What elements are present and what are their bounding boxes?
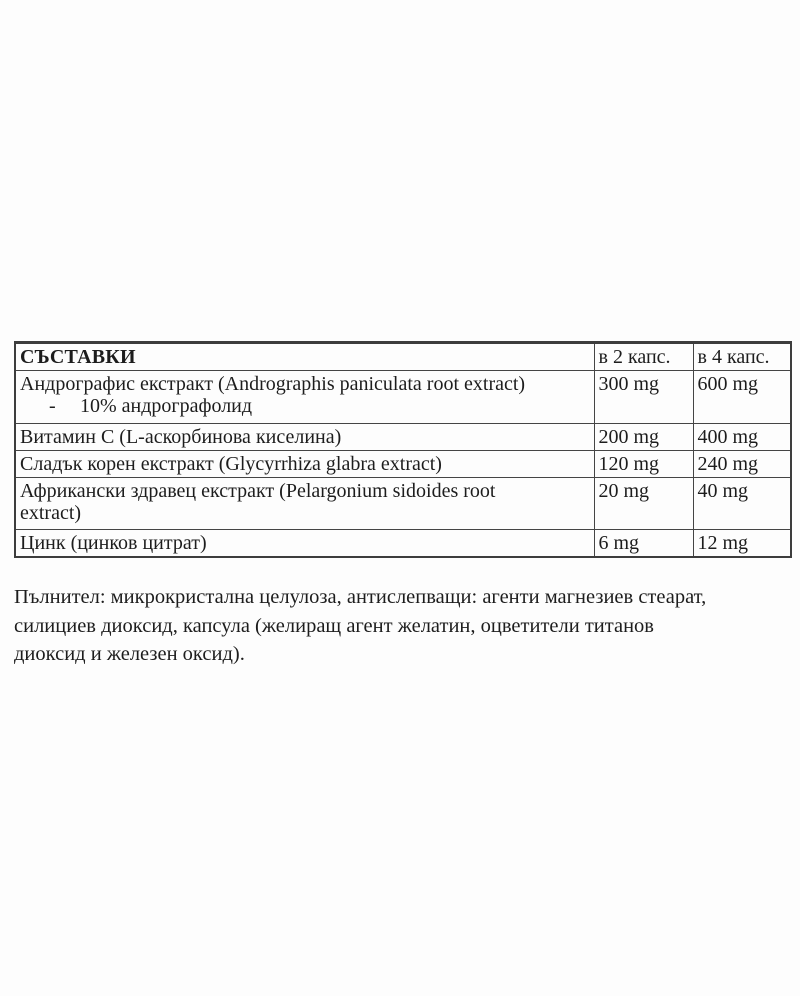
amount-per-4: 40 mg <box>697 480 749 502</box>
table-row-pelargonium: Африкански здравец екстракт (Pelargonium… <box>14 477 792 530</box>
amount-per-2-cell: 200 mg <box>593 423 694 451</box>
note-line-2: силициев диоксид, капсула (желиращ агент… <box>14 614 654 637</box>
note-line-3: диоксид и железен оксид). <box>14 643 245 665</box>
amount-per-4: 240 mg <box>697 453 759 475</box>
header-per-2-caps-label: в 2 капс. <box>598 346 671 368</box>
amount-per-4-cell: 12 mg <box>692 529 792 558</box>
amount-per-2-cell: 300 mg <box>593 370 694 424</box>
amount-per-2: 120 mg <box>598 453 660 475</box>
ingredient-name-cell: Витамин С (L-аскорбинова киселина) <box>14 423 595 451</box>
ingredient-subitem-label: 10% андрографолид <box>80 395 253 417</box>
table-header-row: СЪСТАВКИ в 2 капс. в 4 капс. <box>14 342 792 371</box>
amount-per-4: 12 mg <box>697 532 749 554</box>
header-cell-ingredients: СЪСТАВКИ <box>14 342 595 371</box>
ingredient-name: Сладък корен екстракт (Glycyrrhiza glabr… <box>20 453 442 475</box>
ingredient-subitem: - 10% андрографолид <box>20 395 590 417</box>
header-per-4-caps-label: в 4 капс. <box>697 346 770 368</box>
amount-per-4-cell: 40 mg <box>692 477 792 530</box>
ingredient-name: Витамин С (L-аскорбинова киселина) <box>20 426 342 448</box>
note-line-1: Пълнител: микрокристална целулоза, антис… <box>14 586 707 608</box>
ingredient-name-line-2: extract) <box>20 502 82 524</box>
table-row-andrographis: Андрографис екстракт (Andrographis panic… <box>14 370 792 424</box>
ingredient-name-cell: Цинк (цинков цитрат) <box>14 529 595 558</box>
header-cell-per-4-caps: в 4 капс. <box>692 342 792 371</box>
ingredient-name-line-1: Африкански здравец екстракт (Pelargonium… <box>20 480 496 502</box>
table-row-licorice: Сладък корен екстракт (Glycyrrhiza glabr… <box>14 450 792 478</box>
amount-per-2: 300 mg <box>598 373 660 395</box>
additives-note: Пълнител: микрокристална целулоза, антис… <box>14 583 800 669</box>
amount-per-2: 200 mg <box>598 426 660 448</box>
amount-per-2-cell: 120 mg <box>593 450 694 478</box>
ingredient-name: Андрографис екстракт (Andrographis panic… <box>20 373 526 395</box>
amount-per-4: 600 mg <box>697 373 759 395</box>
header-cell-per-2-caps: в 2 капс. <box>593 342 694 371</box>
amount-per-4: 400 mg <box>697 426 759 448</box>
amount-per-2: 6 mg <box>598 532 640 554</box>
ingredient-name-cell: Андрографис екстракт (Andrographis panic… <box>14 370 595 424</box>
amount-per-4-cell: 240 mg <box>692 450 792 478</box>
ingredients-table: СЪСТАВКИ в 2 капс. в 4 капс. Андрографис… <box>14 341 792 558</box>
table-row-vitamin-c: Витамин С (L-аскорбинова киселина) 200 m… <box>14 423 792 451</box>
amount-per-2-cell: 20 mg <box>593 477 694 530</box>
ingredient-name-cell: Сладък корен екстракт (Glycyrrhiza glabr… <box>14 450 595 478</box>
ingredient-name: Цинк (цинков цитрат) <box>20 532 207 554</box>
amount-per-4-cell: 400 mg <box>692 423 792 451</box>
header-ingredients-label: СЪСТАВКИ <box>20 346 136 368</box>
amount-per-2-cell: 6 mg <box>593 529 694 558</box>
amount-per-2: 20 mg <box>598 480 650 502</box>
table-row-zinc: Цинк (цинков цитрат) 6 mg 12 mg <box>14 529 792 558</box>
ingredient-name-cell: Африкански здравец екстракт (Pelargonium… <box>14 477 595 530</box>
dash-marker: - <box>49 395 56 417</box>
amount-per-4-cell: 600 mg <box>692 370 792 424</box>
